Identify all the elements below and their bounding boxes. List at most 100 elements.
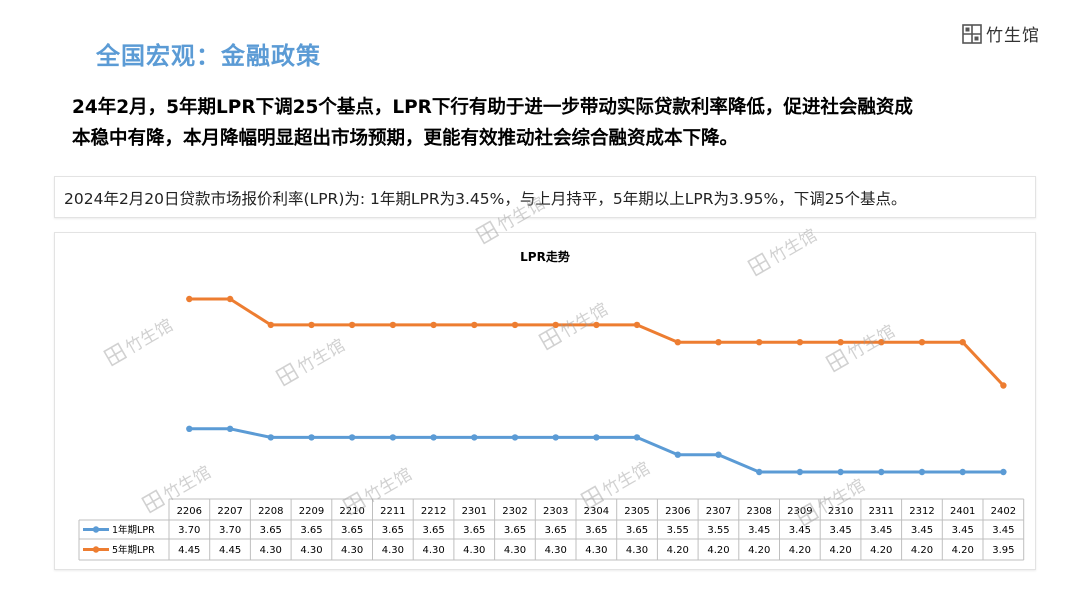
data-label: 3.65 (341, 525, 363, 536)
data-label: 4.45 (178, 545, 200, 556)
x-tick-label: 2206 (177, 506, 202, 517)
headline-line-1: 24年2月，5年期LPR下调25个基点，LPR下行有助于进一步带动实际贷款利率降… (72, 97, 913, 118)
data-label: 4.20 (952, 545, 974, 556)
data-point (308, 434, 315, 441)
data-label: 3.45 (870, 525, 892, 536)
data-label: 4.20 (911, 545, 933, 556)
data-point (186, 295, 193, 303)
x-tick-label: 2311 (869, 506, 894, 517)
data-point (1000, 468, 1007, 476)
data-point (348, 434, 356, 441)
x-tick-label: 2309 (787, 506, 812, 517)
logo-mark-icon (962, 23, 982, 44)
x-tick-label: 2303 (543, 506, 568, 517)
chart-title: LPR走势 (520, 249, 570, 264)
data-point (226, 425, 234, 432)
data-point (715, 339, 722, 346)
data-label: 3.95 (992, 545, 1014, 556)
data-point (796, 468, 804, 476)
data-point (593, 321, 600, 329)
data-point (267, 434, 274, 441)
x-tick-label: 2308 (746, 506, 771, 517)
data-point (756, 468, 763, 476)
x-tick-label: 2305 (624, 506, 649, 517)
data-label: 3.45 (829, 525, 851, 536)
data-label: 3.65 (504, 525, 526, 536)
x-tick-label: 2304 (584, 506, 609, 517)
x-tick-label: 2310 (828, 506, 853, 517)
data-label: 3.65 (463, 525, 485, 536)
data-point (348, 321, 356, 329)
data-point (674, 339, 681, 346)
data-label: 3.65 (300, 525, 322, 536)
data-label: 4.30 (626, 545, 648, 556)
x-tick-label: 2209 (299, 506, 324, 517)
data-label: 4.30 (260, 545, 282, 556)
x-tick-label: 2312 (909, 506, 934, 517)
x-tick-label: 2401 (950, 506, 975, 517)
headline-line-2: 本稳中有降，本月降幅明显超出市场预期，更能有效推动社会综合融资成本下降。 (72, 128, 739, 149)
data-point (430, 434, 437, 441)
headline: 24年2月，5年期LPR下调25个基点，LPR下行有助于进一步带动实际贷款利率降… (72, 92, 1032, 154)
data-point (796, 339, 804, 346)
logo-text: 竹生馆 (986, 26, 1040, 46)
data-label: 3.65 (585, 525, 607, 536)
data-point (389, 321, 397, 329)
data-point (471, 321, 478, 329)
data-point (226, 295, 234, 303)
data-label: 4.20 (789, 545, 811, 556)
info-box: 2024年2月20日贷款市场报价利率(LPR)为: 1年期LPR为3.45%，与… (54, 176, 1036, 218)
x-tick-label: 2212 (421, 506, 446, 517)
x-tick-label: 2207 (217, 506, 242, 517)
data-point (959, 339, 966, 346)
data-point (878, 468, 885, 476)
data-label: 3.45 (748, 525, 770, 536)
data-point (267, 321, 274, 329)
x-tick-label: 2306 (665, 506, 690, 517)
x-tick-label: 2211 (380, 506, 405, 517)
data-point (511, 434, 519, 441)
data-label: 3.55 (707, 525, 729, 536)
data-label: 4.30 (300, 545, 322, 556)
data-point (552, 321, 559, 329)
data-point (1000, 382, 1007, 389)
data-label: 3.45 (992, 525, 1014, 536)
legend-key-marker (92, 526, 100, 533)
data-point (633, 321, 641, 329)
chart-panel: LPR走势 2206 2207 2208 2209 2210 2211 2212 2301 23… (54, 232, 1036, 570)
data-label: 3.45 (952, 525, 974, 536)
data-point (837, 339, 844, 346)
data-point (389, 434, 397, 441)
x-tick-label: 2210 (339, 506, 364, 517)
data-point (511, 321, 519, 329)
data-point (878, 339, 885, 346)
data-label: 3.65 (260, 525, 282, 536)
x-tick-label: 2402 (991, 506, 1016, 517)
data-point (308, 321, 315, 329)
data-label: 4.30 (545, 545, 567, 556)
legend-label: 1年期LPR (112, 524, 155, 536)
brand-logo: 竹生馆 (962, 21, 1040, 46)
data-point (959, 468, 966, 476)
data-point (633, 434, 641, 441)
x-tick-label: 2301 (462, 506, 487, 517)
data-label: 4.30 (463, 545, 485, 556)
data-label: 3.45 (911, 525, 933, 536)
data-label: 4.20 (870, 545, 892, 556)
data-label: 3.70 (219, 525, 241, 536)
data-label: 3.65 (545, 525, 567, 536)
data-point (918, 339, 926, 346)
data-label: 3.55 (667, 525, 689, 536)
data-label: 4.30 (585, 545, 607, 556)
data-label: 4.30 (341, 545, 363, 556)
data-label: 3.65 (422, 525, 444, 536)
data-point (918, 468, 926, 476)
data-label: 4.45 (219, 545, 241, 556)
legend-key-marker (92, 546, 100, 553)
x-tick-label: 2302 (502, 506, 527, 517)
legend-label: 5年期LPR (112, 544, 155, 556)
data-point (552, 434, 559, 441)
data-label: 4.20 (829, 545, 851, 556)
data-label: 3.70 (178, 525, 200, 536)
lpr-chart: LPR走势 2206 2207 2208 2209 2210 2211 2212 2301 23… (78, 249, 1025, 561)
